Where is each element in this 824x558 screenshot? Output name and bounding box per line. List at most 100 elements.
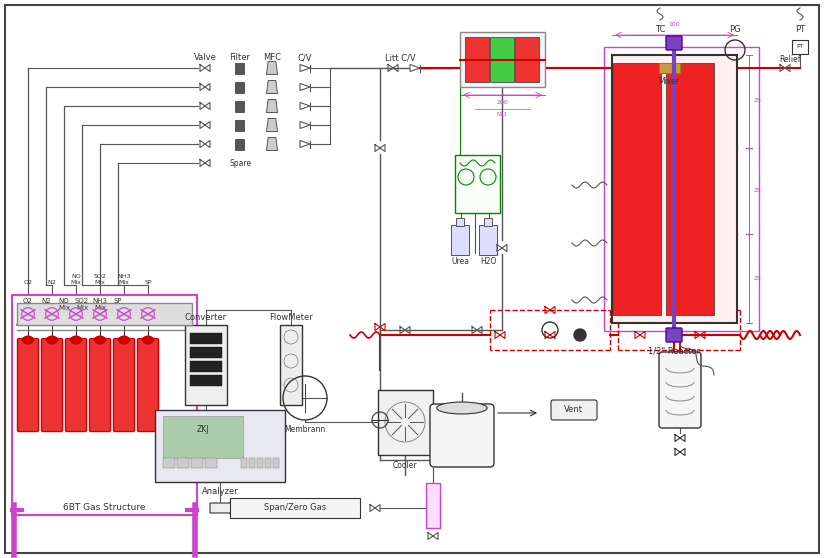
Bar	[17, 303, 192, 325]
Bar	[613, 63, 661, 315]
Text: SO2
Mix: SO2 Mix	[75, 298, 89, 311]
Text: 6BT Gas Structure: 6BT Gas Structure	[63, 503, 145, 512]
Polygon shape	[300, 65, 310, 71]
Polygon shape	[266, 80, 278, 94]
Text: Vent: Vent	[564, 406, 583, 415]
Bar	[155, 410, 285, 482]
FancyBboxPatch shape	[41, 339, 63, 431]
Text: NO
Mix: NO Mix	[71, 274, 82, 285]
Text: NO
Mix: NO Mix	[58, 298, 70, 311]
Text: Analyzer: Analyzer	[202, 488, 238, 497]
Text: Cooler: Cooler	[393, 460, 417, 469]
Bar	[236, 138, 245, 150]
Bar	[236, 119, 245, 131]
Text: MFC: MFC	[263, 54, 281, 62]
Text: N11: N11	[497, 113, 508, 118]
Ellipse shape	[22, 336, 34, 344]
Text: 25: 25	[753, 189, 761, 194]
FancyBboxPatch shape	[659, 352, 701, 428]
Text: H2O: H2O	[480, 257, 496, 267]
Polygon shape	[266, 118, 278, 132]
FancyBboxPatch shape	[666, 36, 682, 50]
Text: Membrann: Membrann	[284, 426, 325, 435]
Ellipse shape	[95, 336, 105, 344]
Bar	[205, 458, 217, 468]
Text: SP: SP	[144, 280, 152, 285]
Ellipse shape	[119, 336, 129, 344]
Bar	[515, 37, 539, 82]
FancyBboxPatch shape	[17, 339, 39, 431]
Text: NH3
Mix: NH3 Mix	[117, 274, 131, 285]
Polygon shape	[266, 137, 278, 151]
Text: N2: N2	[48, 280, 56, 285]
Text: NH3
Mix: NH3 Mix	[92, 298, 107, 311]
Text: PT: PT	[795, 26, 805, 35]
Text: Filter: Filter	[230, 54, 250, 62]
Text: Spare: Spare	[230, 158, 252, 167]
Text: O2: O2	[24, 280, 32, 285]
Bar	[190, 375, 222, 386]
Text: Urea: Urea	[451, 257, 469, 267]
Polygon shape	[410, 65, 420, 71]
Ellipse shape	[71, 336, 82, 344]
Bar	[241, 458, 247, 468]
Bar	[465, 37, 489, 82]
Bar	[451, 225, 469, 255]
Text: ZKJ: ZKJ	[197, 426, 209, 435]
Bar	[456, 218, 464, 226]
Text: Span/Zero Gas: Span/Zero Gas	[264, 503, 326, 512]
Text: Mixer: Mixer	[658, 78, 680, 86]
Bar	[612, 55, 737, 323]
Bar	[230, 498, 360, 518]
Text: O2: O2	[23, 298, 33, 304]
Text: PG: PG	[729, 26, 741, 35]
Text: Converter: Converter	[185, 312, 227, 321]
Polygon shape	[300, 141, 310, 147]
Bar	[191, 458, 203, 468]
Bar	[666, 63, 714, 315]
Bar	[257, 458, 263, 468]
Bar	[236, 62, 245, 74]
Text: 100: 100	[668, 22, 680, 27]
Ellipse shape	[437, 402, 487, 414]
FancyArrow shape	[210, 502, 238, 514]
Bar	[659, 63, 680, 73]
FancyBboxPatch shape	[430, 404, 494, 467]
Text: 1/2" Reactor: 1/2" Reactor	[648, 347, 700, 355]
Text: 25: 25	[753, 99, 761, 103]
Text: N2: N2	[41, 298, 51, 304]
Bar	[12, 295, 197, 515]
Bar	[190, 361, 222, 372]
Text: Relief: Relief	[780, 55, 801, 65]
Bar	[455, 155, 500, 213]
Polygon shape	[266, 61, 278, 75]
Bar	[190, 347, 222, 358]
Bar	[484, 218, 492, 226]
Polygon shape	[266, 99, 278, 113]
Bar	[190, 333, 222, 344]
Ellipse shape	[143, 336, 153, 344]
Bar	[479, 225, 497, 255]
Bar	[273, 458, 279, 468]
Bar	[177, 458, 189, 468]
Bar	[236, 81, 245, 93]
Text: 25: 25	[753, 276, 761, 281]
Bar	[185, 325, 227, 405]
Text: SP: SP	[114, 298, 122, 304]
Text: Valve: Valve	[194, 54, 217, 62]
Text: PT: PT	[796, 45, 803, 50]
Text: C/V: C/V	[297, 54, 312, 62]
Bar	[426, 483, 440, 528]
FancyBboxPatch shape	[138, 339, 158, 431]
Bar	[604, 47, 759, 331]
FancyBboxPatch shape	[114, 339, 134, 431]
Bar	[792, 40, 808, 54]
Text: FlowMeter: FlowMeter	[269, 312, 313, 321]
Bar	[378, 390, 433, 455]
Bar	[163, 458, 175, 468]
Bar	[163, 416, 243, 458]
Polygon shape	[300, 84, 310, 90]
Text: 200: 200	[497, 100, 508, 105]
Text: Litt C/V: Litt C/V	[385, 54, 415, 62]
Text: SO2
Mix: SO2 Mix	[94, 274, 106, 285]
